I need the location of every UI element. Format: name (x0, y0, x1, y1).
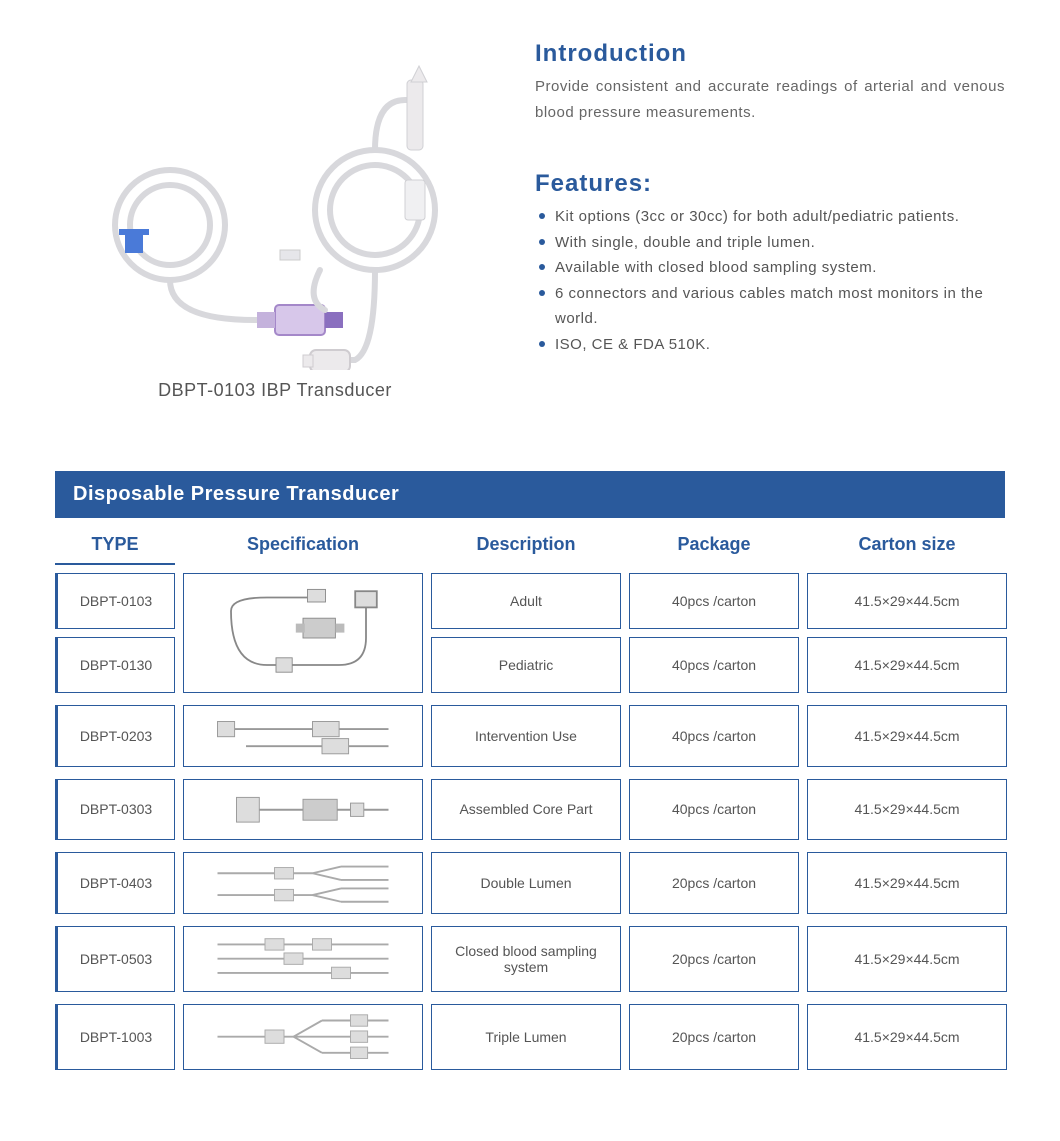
carton-cell: 41.5×29×44.5cm (807, 573, 1007, 629)
desc-cell: Triple Lumen (431, 1004, 621, 1070)
desc-cell: Pediatric (431, 637, 621, 693)
spec-cell (183, 926, 423, 992)
type-cell: DBPT-0130 (55, 637, 175, 693)
spec-cell-merged (183, 573, 423, 693)
table-row: DBPT-0503 Closed blood sampling system20p… (55, 926, 1005, 992)
type-cell: DBPT-0203 (55, 705, 175, 767)
table-row: DBPT-1003 Triple Lumen20pcs /carton41.5×2… (55, 1004, 1005, 1070)
pkg-cell: 20pcs /carton (629, 852, 799, 914)
pkg-cell: 40pcs /carton (629, 779, 799, 841)
col-header-pkg: Package (629, 530, 799, 565)
carton-cell: 41.5×29×44.5cm (807, 779, 1007, 841)
pkg-cell: 20pcs /carton (629, 1004, 799, 1070)
feature-item: With single, double and triple lumen. (539, 230, 1005, 256)
table-row: DBPT-0403 Double Lumen20pcs /carton41.5×2… (55, 852, 1005, 914)
spec-cell (183, 705, 423, 767)
spec-cell (183, 1004, 423, 1070)
spec-cell (183, 852, 423, 914)
carton-cell: 41.5×29×44.5cm (807, 637, 1007, 693)
carton-cell: 41.5×29×44.5cm (807, 926, 1007, 992)
type-cell: DBPT-0103 (55, 573, 175, 629)
pkg-cell: 20pcs /carton (629, 926, 799, 992)
desc-cell: Closed blood sampling system (431, 926, 621, 992)
info-column: Introduction Provide consistent and accu… (535, 40, 1005, 401)
table-header-row: TYPE Specification Description Package C… (55, 530, 1005, 565)
col-header-spec: Specification (183, 530, 423, 565)
product-caption: DBPT-0103 IBP Transducer (158, 380, 392, 401)
spec-table: TYPE Specification Description Package C… (55, 530, 1005, 1070)
top-section: DBPT-0103 IBP Transducer Introduction Pr… (55, 40, 1005, 401)
type-cell: DBPT-0503 (55, 926, 175, 992)
product-image (75, 60, 475, 370)
feature-item: 6 connectors and various cables match mo… (539, 281, 1005, 332)
type-cell: DBPT-0303 (55, 779, 175, 841)
feature-item: ISO, CE & FDA 510K. (539, 332, 1005, 358)
desc-cell: Assembled Core Part (431, 779, 621, 841)
pkg-cell: 40pcs /carton (629, 573, 799, 629)
table-row: DBPT-0303 Assembled Core Part40pcs /carto… (55, 779, 1005, 841)
product-column: DBPT-0103 IBP Transducer (55, 40, 495, 401)
intro-title: Introduction (535, 40, 1005, 68)
type-cell: DBPT-0403 (55, 852, 175, 914)
col-header-desc: Description (431, 530, 621, 565)
feature-item: Kit options (3cc or 30cc) for both adult… (539, 204, 1005, 230)
table-title: Disposable Pressure Transducer (55, 471, 1005, 518)
feature-item: Available with closed blood sampling sys… (539, 255, 1005, 281)
desc-cell: Double Lumen (431, 852, 621, 914)
features-list: Kit options (3cc or 30cc) for both adult… (535, 204, 1005, 357)
col-header-type: TYPE (55, 530, 175, 565)
type-cell: DBPT-1003 (55, 1004, 175, 1070)
carton-cell: 41.5×29×44.5cm (807, 852, 1007, 914)
pkg-cell: 40pcs /carton (629, 705, 799, 767)
intro-text: Provide consistent and accurate readings… (535, 74, 1005, 125)
desc-cell: Adult (431, 573, 621, 629)
carton-cell: 41.5×29×44.5cm (807, 705, 1007, 767)
carton-cell: 41.5×29×44.5cm (807, 1004, 1007, 1070)
spec-cell (183, 779, 423, 841)
desc-cell: Intervention Use (431, 705, 621, 767)
table-row: DBPT-0203 Intervention Use40pcs /carton41… (55, 705, 1005, 767)
pkg-cell: 40pcs /carton (629, 637, 799, 693)
features-title: Features: (535, 170, 1005, 198)
merged-rows: DBPT-0103 DBPT-0130 Adult Pediatric (55, 573, 1005, 693)
col-header-carton: Carton size (807, 530, 1007, 565)
